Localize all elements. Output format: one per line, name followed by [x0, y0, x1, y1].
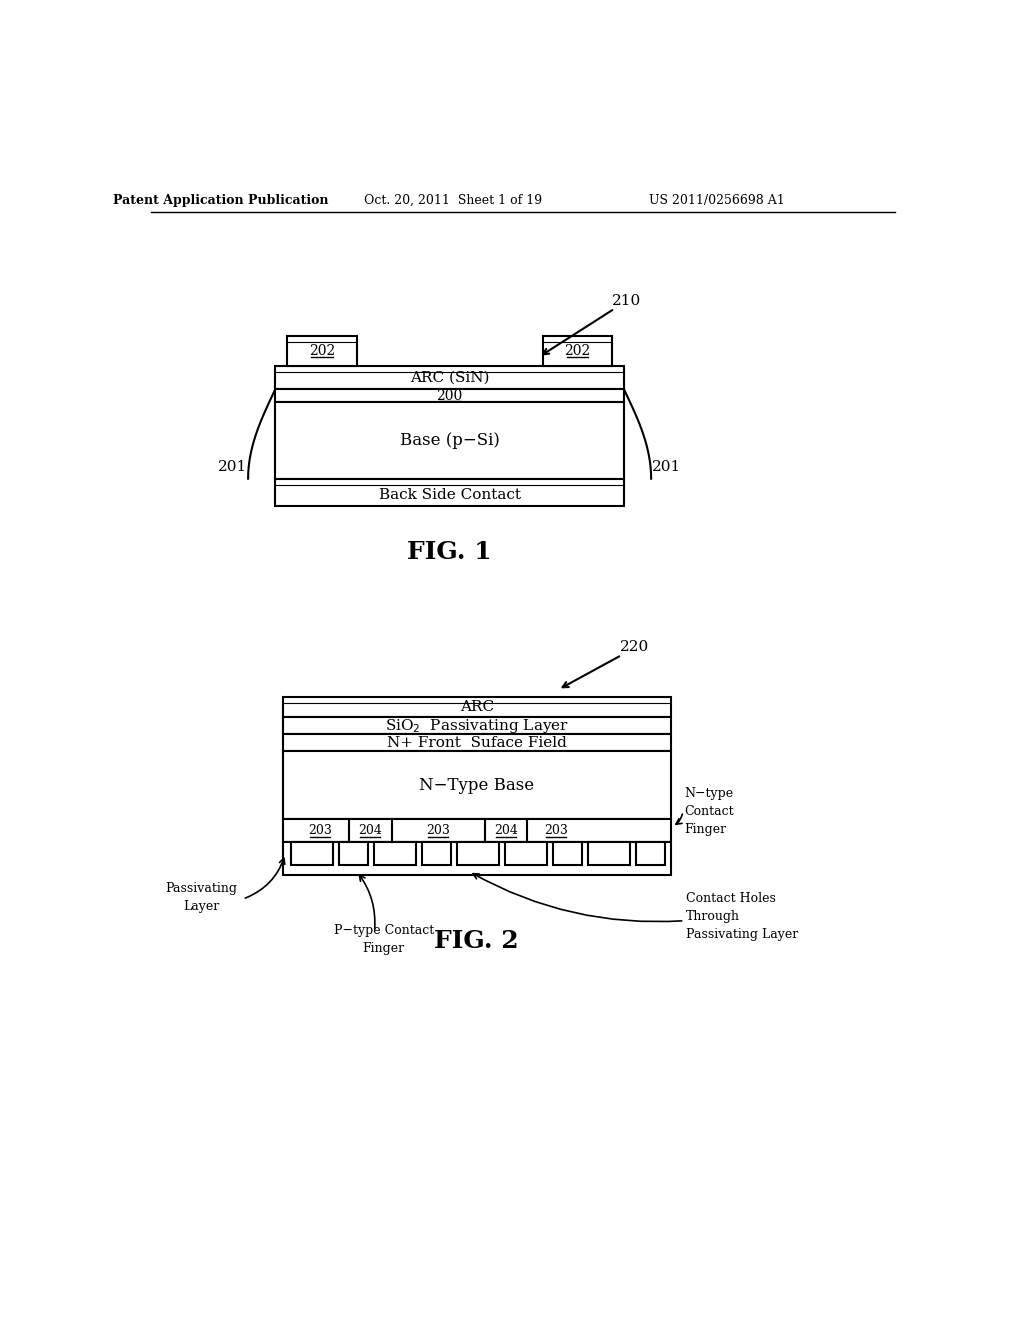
- Bar: [553, 842, 583, 866]
- Bar: [422, 842, 452, 866]
- Bar: [457, 842, 500, 866]
- Bar: [283, 818, 671, 842]
- Text: 204: 204: [494, 824, 518, 837]
- Bar: [283, 718, 671, 734]
- Text: 203: 203: [544, 824, 568, 837]
- Text: Base (p−Si): Base (p−Si): [399, 432, 500, 449]
- Text: FIG. 2: FIG. 2: [434, 929, 519, 953]
- Text: 201: 201: [652, 461, 681, 474]
- Bar: [283, 734, 671, 751]
- Text: 210: 210: [612, 294, 642, 308]
- Text: 203: 203: [308, 824, 332, 837]
- Bar: [291, 842, 334, 866]
- Text: US 2011/0256698 A1: US 2011/0256698 A1: [649, 194, 784, 207]
- Text: Oct. 20, 2011  Sheet 1 of 19: Oct. 20, 2011 Sheet 1 of 19: [365, 194, 543, 207]
- Text: N−Type Base: N−Type Base: [419, 776, 535, 793]
- Text: 204: 204: [358, 824, 382, 837]
- Text: ARC: ARC: [460, 701, 494, 714]
- Bar: [275, 367, 624, 389]
- Bar: [283, 697, 671, 718]
- Text: Patent Application Publication: Patent Application Publication: [114, 194, 329, 207]
- Bar: [636, 842, 665, 866]
- Text: N−type
Contact
Finger: N−type Contact Finger: [684, 787, 734, 836]
- Bar: [588, 842, 630, 866]
- Text: P−type Contact
Finger: P−type Contact Finger: [334, 924, 434, 956]
- Bar: [283, 751, 671, 818]
- Text: 220: 220: [621, 640, 649, 655]
- Text: Passivating
Layer: Passivating Layer: [166, 882, 238, 913]
- Bar: [339, 842, 369, 866]
- Bar: [275, 389, 624, 401]
- Text: Contact Holes
Through
Passivating Layer: Contact Holes Through Passivating Layer: [686, 892, 799, 941]
- Text: ARC (SiN): ARC (SiN): [410, 371, 489, 385]
- Bar: [543, 335, 612, 367]
- Bar: [275, 401, 624, 479]
- Bar: [374, 842, 417, 866]
- Bar: [505, 842, 547, 866]
- Text: 201: 201: [218, 461, 247, 474]
- Text: 202: 202: [564, 345, 591, 358]
- Text: SiO$_2$  Passivating Layer: SiO$_2$ Passivating Layer: [385, 717, 568, 735]
- Text: N+ Front  Suface Field: N+ Front Suface Field: [387, 735, 566, 750]
- Bar: [283, 842, 671, 875]
- Text: FIG. 1: FIG. 1: [408, 540, 492, 564]
- Text: 200: 200: [436, 388, 463, 403]
- Bar: [275, 479, 624, 506]
- Text: 203: 203: [426, 824, 450, 837]
- Text: 202: 202: [308, 345, 335, 358]
- Text: Back Side Contact: Back Side Contact: [379, 488, 520, 503]
- Bar: [287, 335, 356, 367]
